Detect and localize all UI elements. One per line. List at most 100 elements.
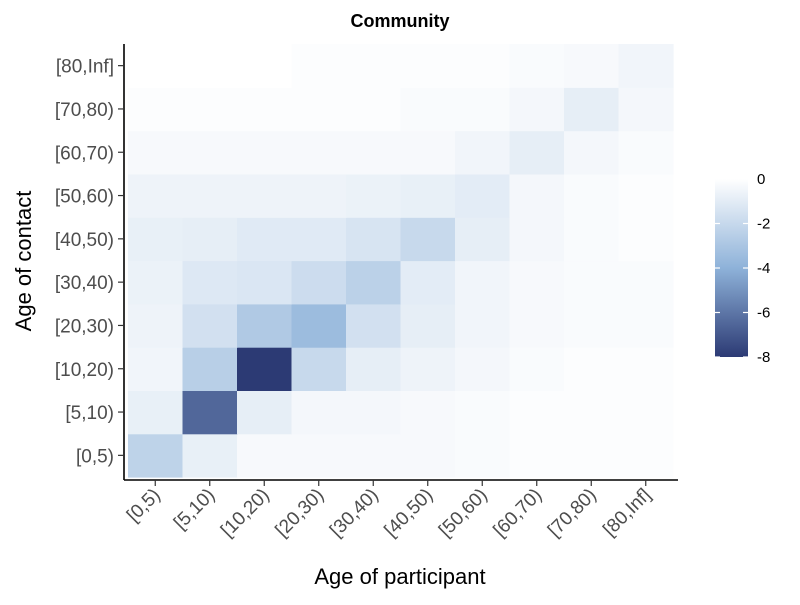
y-axis-title: Age of contact	[11, 191, 36, 332]
heatmap-cell	[128, 44, 184, 88]
heatmap-cell	[564, 130, 620, 175]
x-tick-label: [70,80)	[544, 485, 601, 542]
heatmap-cell	[509, 130, 565, 175]
heatmap-cell	[400, 130, 456, 175]
heatmap-cell	[618, 260, 674, 305]
heatmap-cell	[564, 303, 620, 348]
x-axis-title: Age of participant	[314, 564, 485, 589]
heatmap-cell	[509, 433, 565, 478]
heatmap-cells	[128, 44, 674, 478]
y-tick-label: [70,80)	[55, 100, 114, 121]
heatmap-cell	[400, 390, 456, 435]
heatmap-cell	[237, 87, 293, 132]
legend-tick-label: 0	[757, 171, 765, 188]
chart-title: Community	[351, 11, 450, 31]
heatmap-cell	[346, 390, 402, 435]
heatmap-cell	[237, 130, 293, 175]
heatmap-cell	[618, 390, 674, 435]
legend-tick-label: -6	[757, 305, 770, 322]
x-tick-label: [30,40)	[326, 485, 383, 542]
heatmap-cell	[618, 303, 674, 348]
color-legend: 0 -2 -4 -6 -8	[715, 171, 770, 366]
heatmap-cell	[618, 347, 674, 391]
heatmap-cell	[509, 260, 565, 305]
heatmap-cell	[237, 390, 293, 435]
y-tick-label: [80,Inf]	[56, 57, 114, 78]
heatmap-cell	[400, 260, 456, 305]
heatmap-cell	[509, 217, 565, 262]
heatmap-cell	[509, 303, 565, 348]
heatmap-cell	[346, 217, 402, 262]
heatmap-cell	[291, 433, 347, 478]
heatmap-cell	[455, 303, 511, 348]
legend-colorbar	[715, 179, 748, 357]
heatmap-cell	[237, 260, 293, 305]
heatmap-cell	[509, 44, 565, 88]
heatmap-cell	[291, 44, 347, 88]
heatmap-cell	[618, 433, 674, 478]
heatmap-cell	[400, 347, 456, 391]
heatmap-cell	[346, 347, 402, 391]
heatmap-cell	[182, 390, 238, 435]
heatmap-cell	[400, 433, 456, 478]
heatmap-cell	[237, 44, 293, 88]
heatmap-cell	[509, 87, 565, 132]
heatmap-cell	[346, 433, 402, 478]
heatmap-cell	[346, 303, 402, 348]
heatmap-cell	[618, 217, 674, 262]
heatmap-cell	[291, 87, 347, 132]
heatmap-cell	[618, 44, 674, 88]
heatmap-cell	[182, 433, 238, 478]
heatmap-cell	[455, 130, 511, 175]
heatmap-cell	[237, 347, 293, 391]
heatmap-cell	[455, 217, 511, 262]
heatmap-cell	[128, 347, 184, 391]
y-tick-label: [0,5)	[76, 446, 114, 467]
heatmap-cell	[291, 347, 347, 391]
heatmap-cell	[455, 44, 511, 88]
heatmap-cell	[128, 173, 184, 218]
heatmap-cell	[128, 260, 184, 305]
x-tick-label: [5,10)	[170, 485, 219, 534]
heatmap-cell	[564, 44, 620, 88]
heatmap-cell	[455, 260, 511, 305]
heatmap-cell	[564, 347, 620, 391]
heatmap-cell	[291, 217, 347, 262]
heatmap-cell	[564, 260, 620, 305]
heatmap-cell	[400, 173, 456, 218]
y-tick-label: [10,20)	[55, 360, 114, 381]
heatmap-cell	[128, 390, 184, 435]
x-tick-label: [10,20)	[217, 485, 274, 542]
heatmap-cell	[400, 303, 456, 348]
x-tick-label: [20,30)	[272, 485, 329, 542]
heatmap-cell	[182, 173, 238, 218]
legend-tick-label: -2	[757, 216, 770, 233]
x-tick-label: [40,50)	[381, 485, 438, 542]
heatmap-cell	[182, 347, 238, 391]
heatmap-cell	[346, 260, 402, 305]
heatmap-cell	[455, 347, 511, 391]
heatmap-cell	[128, 217, 184, 262]
y-tick-label: [20,30)	[55, 316, 114, 337]
y-tick-label: [50,60)	[55, 187, 114, 208]
heatmap-cell	[128, 303, 184, 348]
heatmap-cell	[182, 217, 238, 262]
heatmap-cell	[618, 173, 674, 218]
heatmap-cell	[618, 130, 674, 175]
y-tick-label: [60,70)	[55, 143, 114, 164]
heatmap-cell	[346, 173, 402, 218]
heatmap-cell	[182, 87, 238, 132]
x-tick-label: [0,5)	[123, 485, 165, 527]
heatmap-cell	[455, 390, 511, 435]
heatmap-cell	[128, 130, 184, 175]
heatmap-cell	[291, 173, 347, 218]
heatmap-cell	[182, 44, 238, 88]
x-tick-label: [80,Inf]	[599, 485, 655, 541]
legend-tick-label: -4	[757, 260, 770, 277]
heatmap-cell	[291, 130, 347, 175]
heatmap-cell	[618, 87, 674, 132]
heatmap-cell	[564, 390, 620, 435]
heatmap-cell	[509, 347, 565, 391]
